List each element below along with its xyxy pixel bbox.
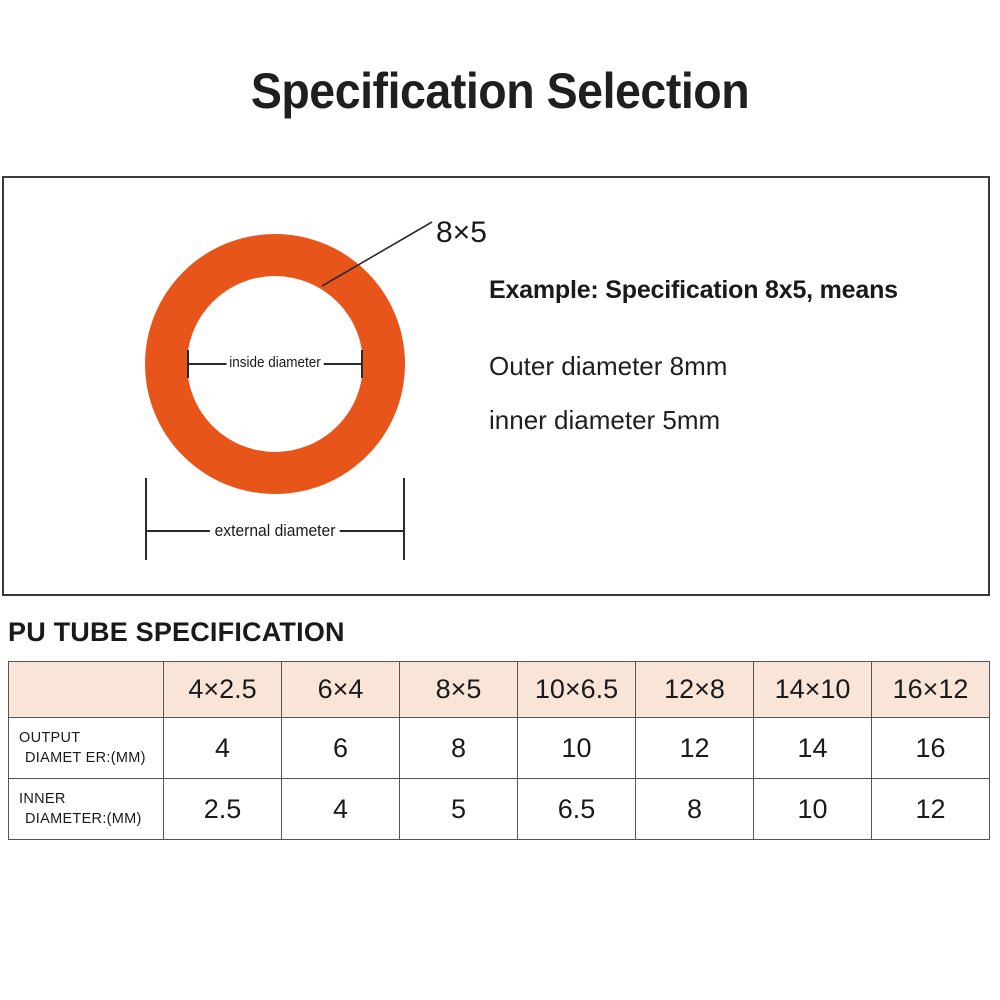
- table-column-header: 4×2.5: [163, 661, 282, 718]
- table-column-header: 8×5: [399, 661, 518, 718]
- inside-dimension-tick-left: [187, 350, 189, 378]
- pu-tube-specification-table: 4×2.5 6×4 8×5 10×6.5 12×8 14×10 16×12 OU…: [8, 661, 990, 840]
- table-header-row: 4×2.5 6×4 8×5 10×6.5 12×8 14×10 16×12: [8, 661, 990, 718]
- table-cell: 2.5: [163, 778, 282, 840]
- table-cell: 6: [281, 717, 400, 779]
- table-column-header: 16×12: [871, 661, 990, 718]
- callout-leader-line-icon: [321, 221, 433, 287]
- table-cell: 14: [753, 717, 872, 779]
- row-label-output-diameter: OUTPUT DIAMET ER:(MM): [8, 717, 164, 779]
- row-label-line1: INNER: [19, 791, 66, 807]
- external-diameter-label: external diameter: [209, 518, 341, 543]
- table-cell: 6.5: [517, 778, 636, 840]
- table-column-header: 14×10: [753, 661, 872, 718]
- row-label-line2: DIAMET ER:(MM): [25, 750, 146, 766]
- table-column-header: 12×8: [635, 661, 754, 718]
- table-column-header: 10×6.5: [517, 661, 636, 718]
- row-label-line2: DIAMETER:(MM): [25, 811, 142, 827]
- table-heading: PU TUBE SPECIFICATION: [8, 617, 345, 647]
- table-cell: 8: [635, 778, 754, 840]
- diagram-panel: inside diameter external diameter 8×5 Ex…: [2, 176, 990, 596]
- page-title: Specification Selection: [250, 63, 750, 119]
- table-cell: 5: [399, 778, 518, 840]
- table-column-header: 6×4: [281, 661, 400, 718]
- inside-diameter-dimension: inside diameter: [187, 346, 363, 382]
- row-label-line1: OUTPUT: [19, 730, 81, 746]
- external-dimension-extension-left: [145, 478, 147, 560]
- table-cell: 10: [753, 778, 872, 840]
- external-diameter-dimension: external diameter: [145, 478, 405, 560]
- inside-diameter-label: inside diameter: [226, 352, 324, 374]
- table-cell: 16: [871, 717, 990, 779]
- example-heading: Example: Specification 8x5, means: [489, 276, 898, 304]
- row-label-inner-diameter: INNER DIAMETER:(MM): [8, 778, 164, 840]
- table-cell: 4: [281, 778, 400, 840]
- example-outer-diameter-line: Outer diameter 8mm: [489, 351, 728, 381]
- example-inner-diameter-line: inner diameter 5mm: [489, 405, 721, 435]
- table-cell: 10: [517, 717, 636, 779]
- table-cell: 8: [399, 717, 518, 779]
- table-row: OUTPUT DIAMET ER:(MM) 4 6 8 10 12 14 16: [8, 717, 990, 779]
- tube-cross-section-figure: inside diameter external diameter 8×5: [4, 178, 487, 598]
- example-text-block: Example: Specification 8x5, means Outer …: [489, 274, 984, 436]
- table-corner-cell: [8, 661, 164, 718]
- table-cell: 4: [163, 717, 282, 779]
- external-dimension-extension-right: [403, 478, 405, 560]
- specification-callout: 8×5: [304, 188, 487, 298]
- callout-label: 8×5: [436, 216, 487, 249]
- table-cell: 12: [871, 778, 990, 840]
- table-row: INNER DIAMETER:(MM) 2.5 4 5 6.5 8 10 12: [8, 778, 990, 840]
- table-cell: 12: [635, 717, 754, 779]
- inside-dimension-tick-right: [361, 350, 363, 378]
